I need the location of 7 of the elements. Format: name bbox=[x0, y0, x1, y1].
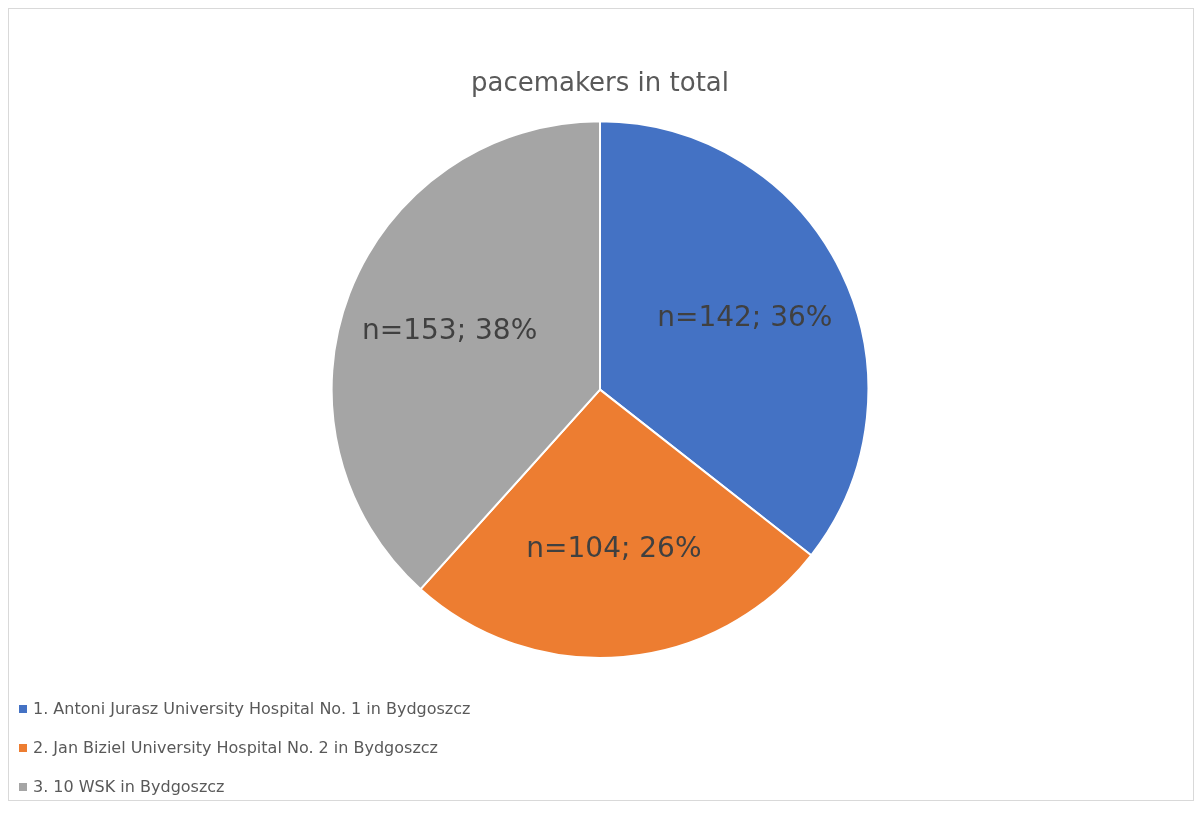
legend-label: 3. 10 WSK in Bydgoszcz bbox=[33, 777, 225, 796]
data-label: n=104; 26% bbox=[526, 531, 702, 565]
data-label: n=153; 38% bbox=[362, 313, 538, 347]
legend-label: 1. Antoni Jurasz University Hospital No. 1 in Bydgoszcz bbox=[33, 699, 471, 718]
data-label: n=142; 36% bbox=[657, 300, 833, 334]
chart-title: pacemakers in total bbox=[470, 67, 730, 98]
legend-label: 2. Jan Biziel University Hospital No. 2 in Bydgoszcz bbox=[33, 738, 438, 757]
